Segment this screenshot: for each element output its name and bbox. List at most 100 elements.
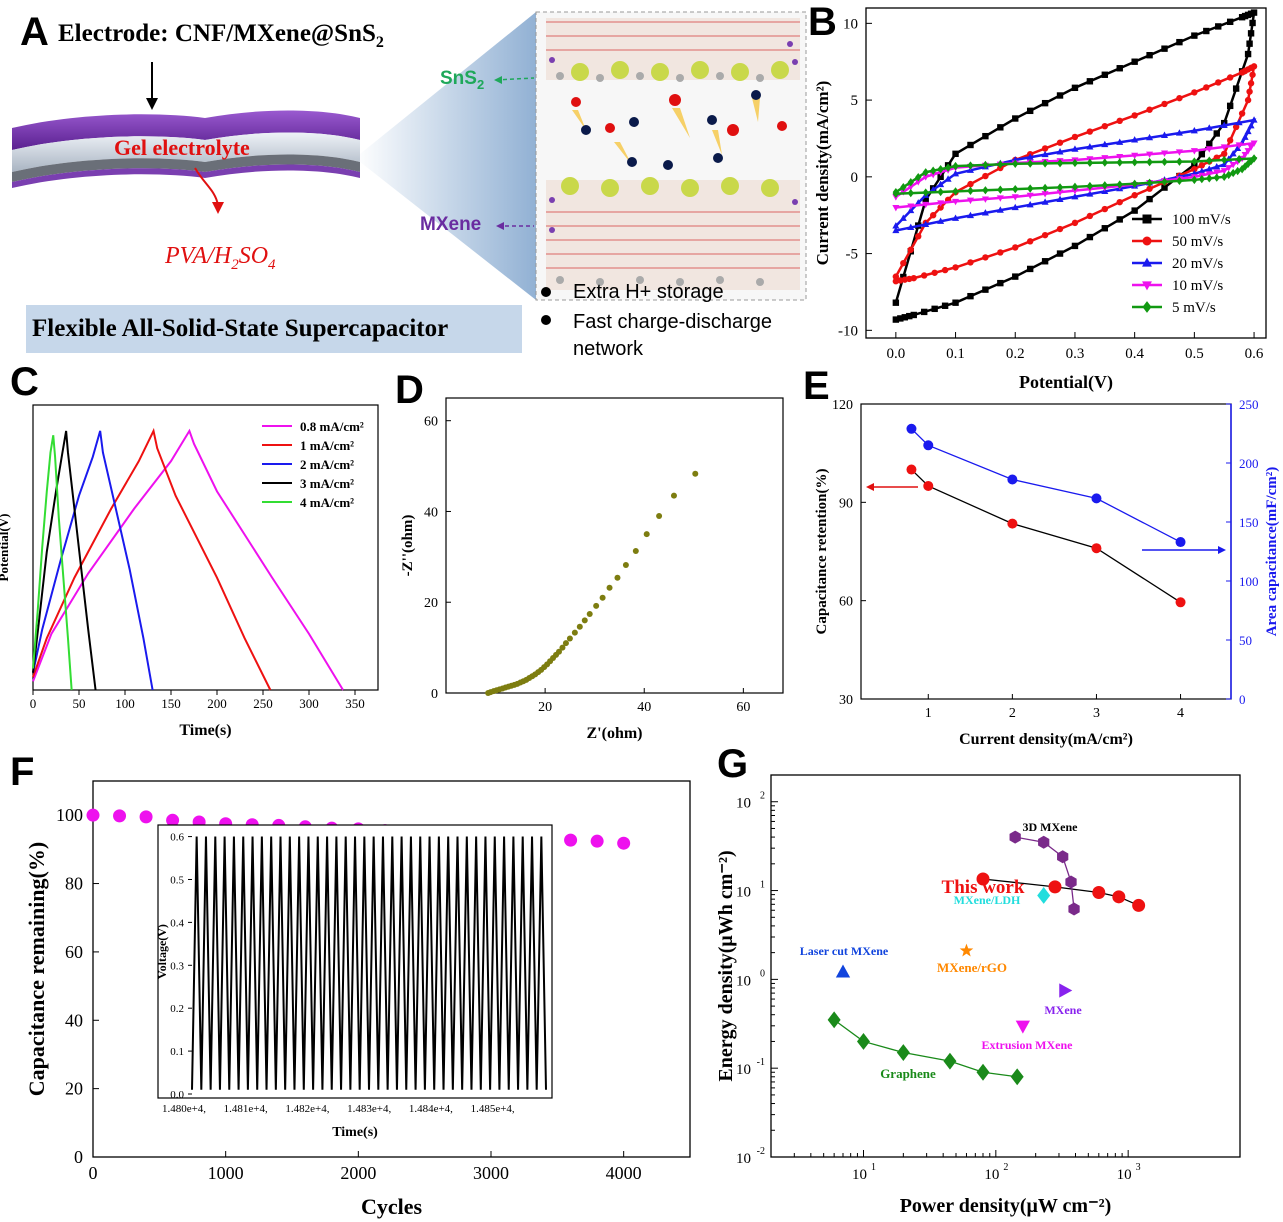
chart-b-point [1012,244,1019,251]
chart-b-point [1086,233,1094,241]
chart-b-point [1146,157,1153,167]
chart-e-ytick-label: 90 [839,496,853,511]
chart-f-inset-ytick-label: 0.2 [170,1003,184,1015]
chart-f-inset-xtick-label: 1.481e+4, [224,1103,268,1115]
chart-b-ytick-label: -10 [838,323,858,339]
chart-b-point [1241,162,1249,171]
chart-b-point [929,166,937,175]
chart-g-ytick-label: 10 [736,885,751,901]
chart-d-ylabel: -Z''(ohm) [400,515,416,577]
chart-b-point [1131,207,1138,214]
panel-label-f: F [10,750,35,794]
chart-b-point [967,180,974,188]
chart-g-point [827,1011,841,1029]
chart-b-xtick-label: 0.6 [1245,346,1264,362]
chart-b-point [937,180,945,188]
chart-g-point [1057,850,1069,864]
chart-b-point [967,259,974,266]
chart-f-group: 0 1000 2000 3000 4000 0 20 40 60 80 100 Cycles Capac… [24,780,691,1219]
chart-b-point [1220,121,1228,128]
chart-b-legend-label: 100 mV/s [1172,212,1231,228]
chart-b-point [931,269,938,276]
chart-b-point [1247,121,1255,129]
chart-b-point [1131,192,1138,199]
chart-b-point [1249,71,1256,78]
chart-b-point [1012,184,1019,194]
chart-b-point [900,259,907,267]
panel-label-c: C [10,360,39,404]
chart-d-ytick-label: 20 [424,596,438,611]
chart-b-point [981,209,989,216]
chart-b-group: 0.0 0.1 0.2 0.3 0.4 0.5 0.6 -10 -5 0 5 10 Potential(… [813,7,1267,393]
chart-b-point [952,264,959,271]
chart-b-point [1086,128,1094,135]
chart-f-point [86,808,100,822]
chart-b-point [1213,130,1220,137]
chart-c-xtick-label: 200 [207,696,227,711]
panel-label-d: D [395,368,424,412]
chart-b-point [1086,212,1094,220]
chart-b-point [1244,127,1252,135]
chart-b-point [1235,142,1243,149]
chart-b-point [1041,231,1049,239]
chart-g-point [835,964,851,978]
chart-b-point [1071,188,1079,195]
chart-e-series-line [911,469,1181,603]
chart-b-point [922,174,930,181]
chart-e-ytick-right-label: 100 [1239,574,1259,589]
chart-b-point [1203,27,1210,35]
chart-b-point [1161,157,1168,167]
chart-b-point [1131,152,1139,160]
chart-b-point [1056,159,1064,168]
chart-d-point [632,547,639,554]
chart-f-inset-xtick-label: 1.484e+4, [409,1103,453,1115]
chart-b-point [1191,89,1198,96]
chart-g-xtick-label: 10 [984,1167,999,1183]
chart-e-point [923,480,934,491]
chart-b-point [1220,144,1228,151]
chart-b-point [1247,30,1255,37]
chart-b-point [982,286,989,293]
chart-b-point [1146,195,1153,203]
chart-d-point [576,623,583,630]
chart-g-ytick-label: 10 [736,973,751,989]
chart-e-point [906,464,917,475]
chart-b-point [1101,225,1109,232]
chart-b-point [1244,96,1252,104]
chart-b-point [967,141,974,149]
chart-b-point [1146,151,1154,159]
chart-b-point [1190,148,1198,155]
chart-g-xtick-exp: 1 [871,1162,876,1173]
chart-b-point [1041,191,1049,198]
chart-d-point [566,635,573,642]
chart-b-point [1176,94,1183,102]
chart-c-frame [32,404,379,691]
chart-f-xtick-label: 4000 [606,1163,642,1183]
chart-b-point [922,220,930,227]
ion-particles [571,90,787,170]
chart-g-point [1092,886,1106,900]
chart-b-point [1071,145,1079,152]
chart-b-point [1205,124,1213,131]
chart-b-point [1221,172,1228,181]
chart-b-point [1056,225,1064,233]
chart-d-point [586,611,593,618]
chart-e-ytick-label: 30 [839,693,853,708]
chart-b-point [1247,144,1255,151]
chart-b-point [952,150,959,158]
chart-b-point [1234,166,1241,176]
chart-g-point [896,1044,910,1061]
chart-e-point [1007,474,1018,485]
chart-b-point [1131,136,1139,143]
chart-b-point [1116,65,1123,72]
chart-b-point [1229,149,1237,157]
chart-g-xtick-exp: 3 [1136,1162,1141,1173]
chart-b-point [1056,195,1064,203]
chart-g-ytick-exp: 1 [760,880,765,891]
chart-f-inset-xtick-label: 1.483e+4, [347,1103,391,1115]
chart-f-ytick-label: 0 [74,1147,83,1167]
chart-b-point [1238,110,1246,117]
chart-c-series-line [32,435,73,691]
chart-b-point [1225,165,1233,172]
chart-f-inset-ytick-label: 0.1 [170,1046,184,1058]
